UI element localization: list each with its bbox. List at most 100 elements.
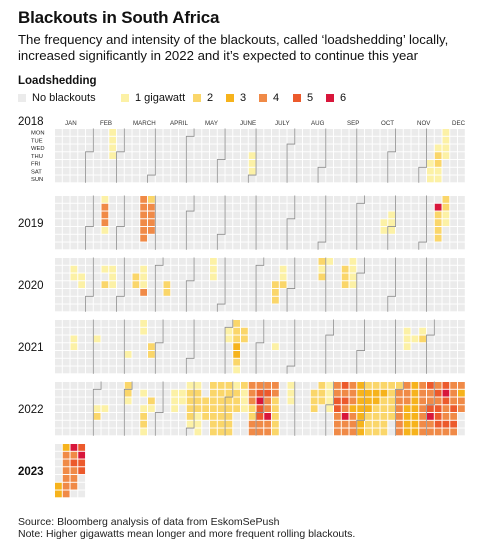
day-cell (357, 265, 365, 273)
day-cell (109, 389, 117, 397)
day-cell (310, 219, 318, 227)
day-cell (124, 320, 132, 327)
day-cell (326, 405, 334, 413)
day-cell (357, 273, 365, 281)
day-cell (217, 258, 225, 265)
day-cell (427, 219, 434, 227)
day-cell (62, 413, 70, 420)
day-cell (365, 358, 372, 366)
day-cell (365, 160, 372, 167)
day-cell (179, 258, 186, 265)
day-cell (78, 382, 86, 389)
day-cell (217, 413, 225, 420)
day-cell (427, 203, 434, 211)
day-cell (148, 413, 155, 420)
day-cell (365, 320, 372, 327)
day-cell (62, 405, 70, 413)
day-cell (318, 211, 326, 219)
day-cell (248, 389, 256, 397)
day-cell (365, 366, 372, 374)
day-cell (70, 405, 78, 413)
day-cell (326, 320, 334, 327)
day-cell (132, 420, 140, 428)
day-cell (349, 144, 357, 152)
day-cell (225, 211, 233, 219)
day-cell (427, 152, 434, 160)
day-cell (210, 327, 217, 335)
day-cell (279, 175, 287, 183)
day-cell (318, 397, 326, 405)
day-cell (458, 397, 465, 405)
day-cell (295, 358, 303, 366)
day-cell (179, 281, 186, 289)
day-cell (396, 227, 403, 234)
day-cell (450, 273, 458, 281)
day-cell (179, 343, 186, 351)
day-cell (179, 358, 186, 366)
month-label: MAY (205, 120, 218, 127)
day-cell (403, 405, 411, 413)
day-cell (132, 343, 140, 351)
day-cell (101, 320, 109, 327)
day-cell (287, 167, 295, 175)
day-cell (318, 242, 326, 250)
day-cell (365, 413, 372, 420)
day-cell (287, 175, 295, 183)
day-cell (411, 242, 419, 250)
day-cell (295, 389, 303, 397)
day-cell (101, 160, 109, 167)
day-cell (279, 382, 287, 389)
footnote: Note: Higher gigawatts mean longer and m… (18, 528, 356, 540)
weekday-label: THU (31, 154, 43, 160)
day-cell (117, 281, 124, 289)
day-cell (264, 234, 272, 242)
day-cell (78, 289, 86, 296)
day-cell (194, 144, 202, 152)
day-cell (372, 389, 380, 397)
day-cell (132, 129, 140, 136)
day-cell (233, 304, 241, 312)
day-cell (310, 420, 318, 428)
day-cell (326, 175, 334, 183)
day-cell (458, 382, 465, 389)
day-cell (109, 413, 117, 420)
day-cell (326, 304, 334, 312)
day-cell (241, 175, 248, 183)
day-cell (341, 242, 349, 250)
day-cell (101, 152, 109, 160)
day-cell (86, 405, 93, 413)
day-cell (295, 234, 303, 242)
day-cell (109, 335, 117, 343)
day-cell (55, 273, 62, 281)
day-cell (450, 258, 458, 265)
day-cell (194, 296, 202, 304)
day-cell (233, 211, 241, 219)
day-cell (101, 351, 109, 358)
day-cell (341, 234, 349, 242)
day-cell (194, 343, 202, 351)
weekday-label: MON (31, 131, 45, 137)
day-cell (357, 258, 365, 265)
day-cell (62, 343, 70, 351)
day-cell (202, 327, 210, 335)
day-cell (310, 335, 318, 343)
day-cell (241, 289, 248, 296)
day-cell (179, 351, 186, 358)
day-cell (109, 428, 117, 436)
month-boundary (426, 381, 435, 436)
day-cell (411, 175, 419, 183)
day-cell (62, 382, 70, 389)
day-cell (124, 343, 132, 351)
day-cell (163, 420, 171, 428)
day-cell (132, 296, 140, 304)
day-cell (225, 144, 233, 152)
day-cell (109, 227, 117, 234)
day-cell (427, 160, 434, 167)
day-cell (287, 428, 295, 436)
day-cell (62, 459, 70, 467)
day-cell (458, 211, 465, 219)
day-cell (396, 144, 403, 152)
day-cell (380, 420, 388, 428)
day-cell (194, 227, 202, 234)
day-cell (334, 136, 341, 144)
